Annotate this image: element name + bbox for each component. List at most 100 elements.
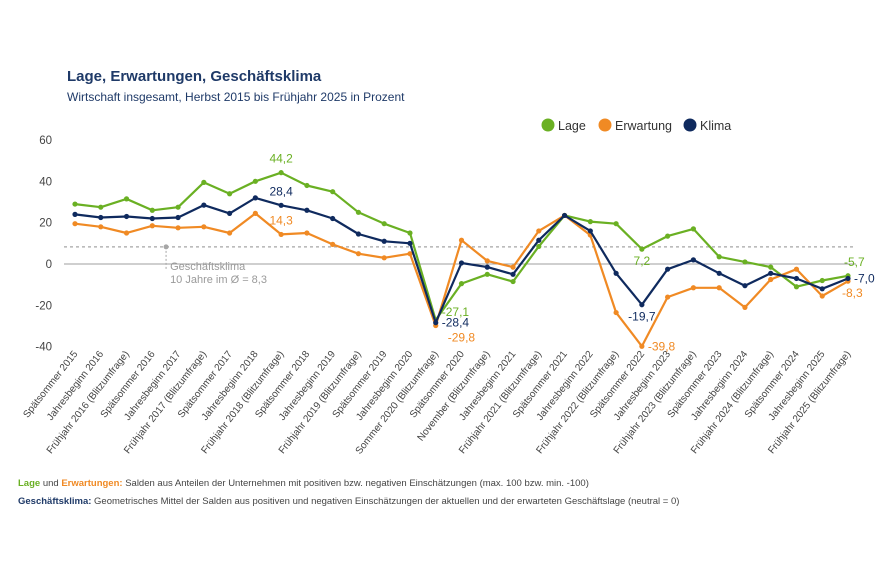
data-label-lage: 7,2: [634, 254, 651, 268]
footnote-klima-label: Geschäftsklima:: [18, 496, 92, 507]
data-label-erwartung: -8,3: [842, 286, 863, 300]
data-label-klima: -7,0: [854, 271, 875, 285]
data-point-erwartung: [742, 304, 748, 310]
data-point-lage: [304, 182, 310, 189]
data-point-lage: [72, 201, 78, 207]
y-tick-label: 0: [46, 259, 52, 271]
data-point-klima: [227, 210, 233, 216]
data-point-lage: [742, 259, 748, 265]
data-label-klima: -19,7: [628, 310, 656, 324]
data-point-klima: [407, 240, 413, 246]
data-point-erwartung: [252, 210, 258, 216]
data-point-lage: [536, 243, 542, 250]
legend-label-lage: Lage: [558, 119, 586, 133]
data-label-lage: -27,1: [442, 305, 470, 319]
data-point-klima: [175, 214, 181, 221]
y-tick-label: 20: [39, 218, 52, 230]
data-point-klima: [123, 213, 130, 220]
data-point-lage: [278, 170, 284, 176]
data-point-klima: [278, 202, 284, 208]
legend-marker-erwartung: [598, 118, 612, 132]
footnote-klima: Geschäftsklima: Geometrisches Mittel der…: [18, 496, 679, 507]
data-point-lage: [768, 264, 774, 270]
data-point-erwartung: [381, 255, 387, 261]
data-point-erwartung: [484, 258, 490, 264]
data-point-lage: [407, 230, 413, 236]
data-point-lage: [716, 254, 722, 260]
data-point-lage: [175, 204, 181, 210]
footnote-und: und: [40, 478, 62, 489]
data-point-klima: [587, 228, 593, 234]
data-point-klima: [458, 260, 465, 266]
data-point-erwartung: [665, 294, 671, 300]
data-point-erwartung: [819, 293, 825, 299]
data-point-klima: [149, 215, 155, 222]
data-point-lage: [510, 278, 516, 285]
data-point-lage: [665, 233, 671, 239]
data-point-erwartung: [458, 237, 465, 243]
data-point-klima: [561, 212, 568, 219]
data-point-lage: [819, 277, 825, 284]
data-point-erwartung: [98, 224, 104, 230]
data-point-lage: [98, 204, 104, 210]
chart-subtitle: Wirtschaft insgesamt, Herbst 2015 bis Fr…: [67, 90, 405, 104]
data-point-erwartung: [639, 343, 645, 349]
data-point-erwartung: [304, 230, 310, 236]
y-tick-label: 60: [39, 135, 52, 147]
data-point-lage: [613, 221, 619, 227]
data-point-lage: [149, 207, 155, 213]
data-point-lage: [639, 246, 645, 252]
data-point-erwartung: [355, 251, 362, 257]
data-point-klima: [665, 266, 671, 272]
y-tick-label: 40: [39, 176, 52, 188]
data-point-erwartung: [72, 221, 78, 227]
data-point-erwartung: [536, 228, 542, 234]
data-point-klima: [690, 257, 697, 263]
y-tick-label: -20: [35, 300, 52, 312]
data-point-klima: [72, 211, 78, 217]
data-point-erwartung: [793, 266, 800, 272]
data-point-klima: [381, 238, 387, 244]
data-point-erwartung: [768, 276, 774, 283]
data-point-lage: [484, 271, 490, 277]
data-point-erwartung: [149, 223, 155, 229]
footnote-erwartung-label: Erwartungen:: [61, 478, 123, 489]
data-point-klima: [716, 270, 722, 276]
reference-label-line2: 10 Jahre im Ø = 8,3: [170, 274, 267, 286]
data-label-erwartung: -29,8: [448, 331, 476, 345]
data-point-klima: [484, 264, 490, 270]
data-point-klima: [201, 202, 207, 208]
data-point-lage: [252, 178, 258, 184]
legend-marker-lage: [541, 118, 555, 132]
data-point-klima: [768, 270, 774, 276]
data-point-klima: [819, 286, 825, 292]
data-point-klima: [98, 214, 104, 221]
data-point-klima: [433, 320, 439, 326]
data-point-klima: [639, 302, 645, 308]
footnote-lage-erwartung: Lage und Erwartungen: Salden aus Anteile…: [18, 478, 589, 489]
data-point-klima: [845, 275, 851, 282]
data-label-klima: -28,4: [442, 316, 470, 330]
data-point-klima: [510, 271, 516, 277]
footnote-line1-text: Salden aus Anteilen der Unternehmen mit …: [122, 478, 589, 489]
data-point-erwartung: [175, 225, 181, 231]
data-point-erwartung: [407, 251, 413, 257]
data-point-erwartung: [690, 285, 697, 291]
data-point-klima: [793, 275, 800, 282]
data-point-klima: [536, 237, 542, 243]
reference-anchor-dot: [163, 244, 169, 250]
data-point-lage: [381, 221, 387, 227]
footnote-lage-label: Lage: [18, 478, 41, 489]
data-point-lage: [355, 209, 362, 215]
y-tick-label: -40: [35, 342, 52, 354]
data-point-klima: [330, 215, 336, 222]
legend-marker-klima: [683, 118, 697, 132]
footnote-line2-text: Geometrisches Mittel der Salden aus posi…: [91, 496, 680, 507]
reference-label-line1: Geschäftsklima: [170, 261, 246, 273]
data-point-lage: [793, 284, 800, 290]
data-point-lage: [330, 189, 336, 195]
data-point-lage: [123, 196, 130, 202]
chart-title: Lage, Erwartungen, Geschäftsklima: [67, 68, 322, 85]
data-point-klima: [304, 207, 310, 213]
data-point-erwartung: [201, 224, 207, 230]
